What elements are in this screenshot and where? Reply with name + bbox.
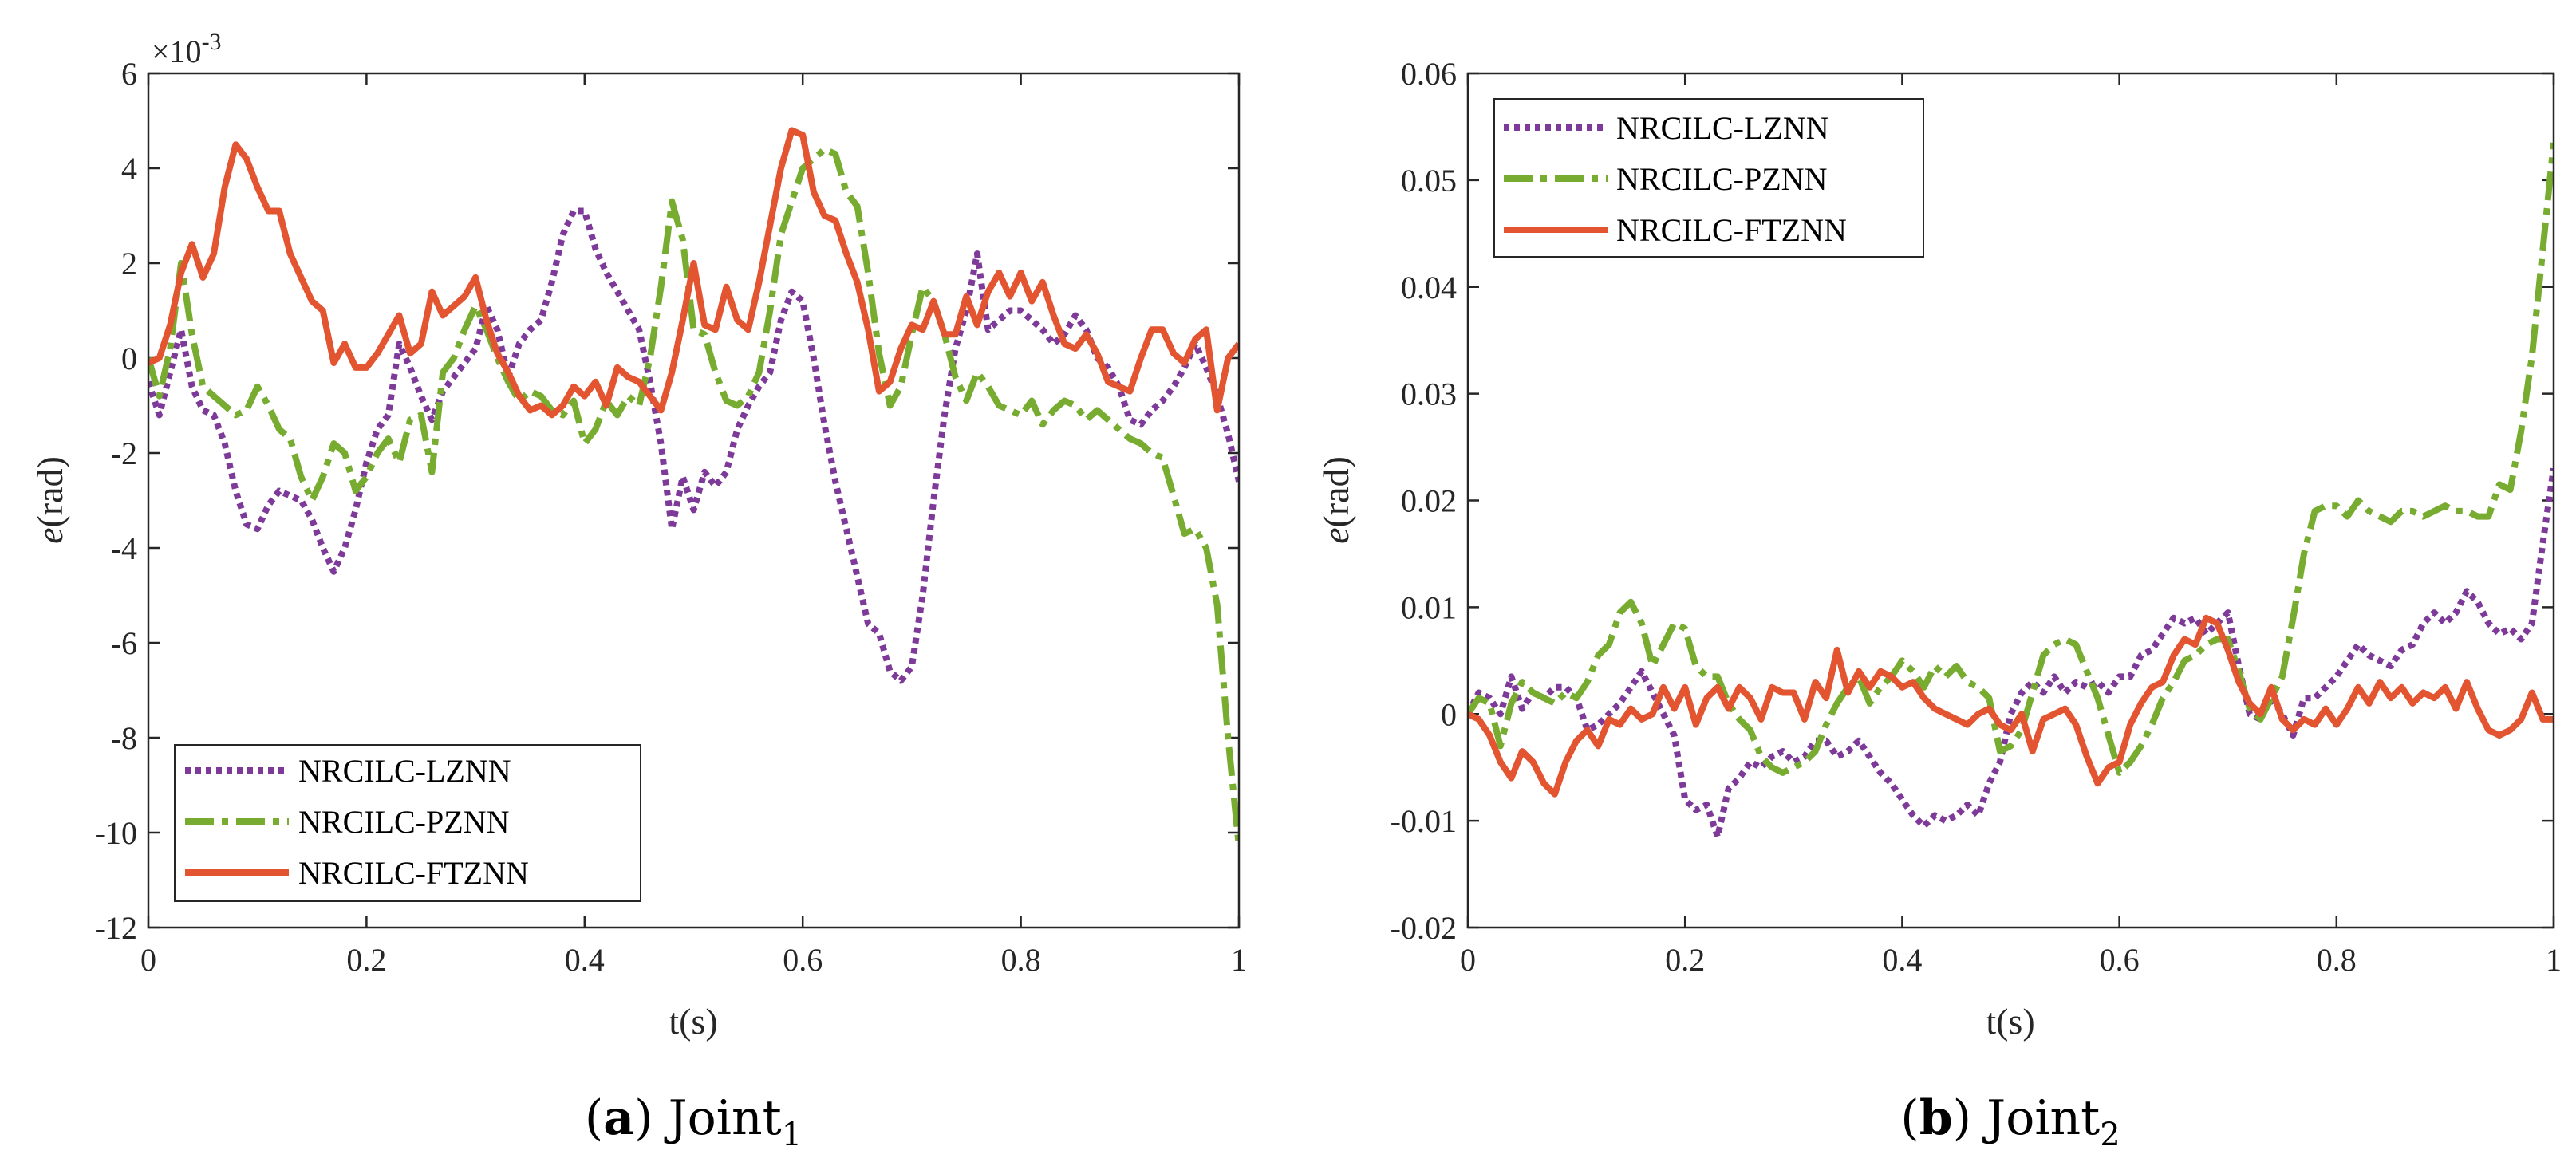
y-tick-label: -0.02 [1391, 910, 1457, 946]
x-tick-label: 0.2 [346, 942, 386, 978]
series-line-pznn [1468, 142, 2554, 776]
legend-label-pznn-a: NRCILC-PZNN [298, 804, 509, 840]
y-tick-label: -10 [95, 815, 137, 851]
series-line-ftznn [148, 127, 1239, 419]
y-tick-label: 0.04 [1401, 270, 1457, 305]
x-tick-label: 0.6 [2100, 942, 2140, 978]
y-tick-label: -8 [111, 720, 137, 756]
chart-panel-a: 0 0.2 0.4 0.6 0.8 1 -12 -10 -8 -6 -4 -2 0 2 4 6 ×10-3 t… [30, 29, 1247, 1153]
legend-label-ftznn-a: NRCILC-FTZNN [298, 855, 529, 891]
legend-a: NRCILC-LZNN NRCILC-PZNN NRCILC-FTZNN [174, 744, 641, 902]
x-tick-label: 0.6 [783, 942, 823, 978]
series-lines-b [1468, 142, 2554, 841]
y-axis-label-b: e(rad) [1316, 456, 1356, 544]
y-tick-label: -6 [111, 625, 137, 661]
x-tick-label: 0.2 [1665, 942, 1705, 978]
series-line-ftznn [1468, 614, 2554, 798]
legend-label-pznn-b: NRCILC-PZNN [1616, 161, 1827, 197]
y-tick-label: 6 [121, 56, 137, 92]
legend-label-lznn-a: NRCILC-LZNN [298, 753, 511, 789]
y-tick-label: 0 [1441, 696, 1457, 732]
y-exponent-label-a: ×10-3 [152, 29, 222, 69]
legend-b: NRCILC-LZNN NRCILC-PZNN NRCILC-FTZNN [1493, 98, 1924, 258]
x-axis-label-a: t(s) [669, 1001, 717, 1042]
y-tick-label: 0 [121, 341, 137, 376]
x-tick-label: 0.8 [1001, 942, 1041, 978]
y-tick-label: 0.05 [1401, 163, 1457, 199]
y-tick-label: 2 [121, 246, 137, 282]
caption-a: (a) Joint1 [585, 1090, 802, 1153]
y-tick-label: 0.06 [1401, 56, 1457, 92]
y-tick-label: 0.03 [1401, 376, 1457, 412]
axes-frame-b [1466, 72, 2555, 929]
x-tick-label: 0 [1460, 942, 1476, 978]
axis-ticks-a: 0 0.2 0.4 0.6 0.8 1 -12 -10 -8 -6 -4 -2 0 2 4 6 [95, 56, 1247, 978]
series-lines-a [148, 127, 1239, 848]
chart-panel-b: 0 0.2 0.4 0.6 0.8 1 -0.02 -0.01 0 0.01 0.02 0.03 0.0… [1316, 56, 2562, 1153]
y-tick-label: 4 [121, 151, 137, 187]
y-tick-label: -0.01 [1391, 803, 1457, 839]
x-tick-label: 1 [1231, 942, 1247, 978]
legend-label-ftznn-b: NRCILC-FTZNN [1616, 212, 1847, 248]
x-tick-label: 0 [140, 942, 156, 978]
axes-frame-a [147, 72, 1241, 929]
x-tick-label: 0.4 [1882, 942, 1922, 978]
series-line-lznn [148, 207, 1239, 684]
y-tick-label: 0.02 [1401, 483, 1457, 519]
x-tick-label: 1 [2546, 942, 2562, 978]
x-tick-label: 0.8 [2317, 942, 2357, 978]
y-tick-label: -12 [95, 910, 137, 946]
y-tick-label: 0.01 [1401, 589, 1457, 625]
axis-ticks-b: 0 0.2 0.4 0.6 0.8 1 -0.02 -0.01 0 0.01 0.02 0.03 0.0… [1391, 56, 2562, 978]
series-line-lznn [1468, 467, 2554, 841]
legend-label-lznn-b: NRCILC-LZNN [1616, 110, 1829, 146]
y-axis-label-a: e(rad) [30, 456, 70, 544]
y-tick-label: -4 [111, 530, 137, 566]
x-tick-label: 0.4 [565, 942, 605, 978]
y-tick-label: -2 [111, 435, 137, 471]
series-line-pznn [148, 146, 1239, 848]
x-axis-label-b: t(s) [1986, 1001, 2034, 1042]
caption-b: (b) Joint2 [1900, 1090, 2120, 1153]
